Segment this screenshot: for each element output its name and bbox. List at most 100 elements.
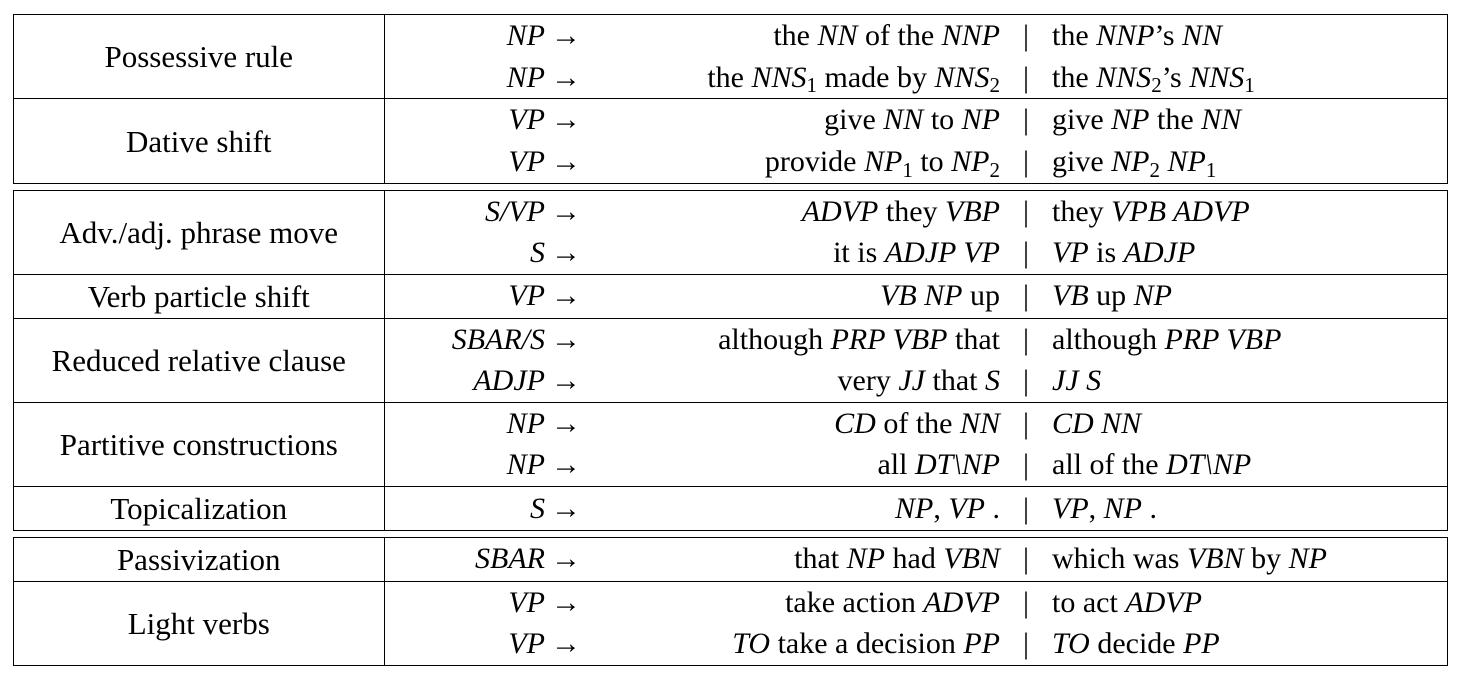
text-fragment: give	[1052, 103, 1112, 137]
math-symbol: PP	[963, 627, 1000, 661]
rule-target: VP, NP .	[1048, 486, 1447, 530]
math-symbol: NNS	[1189, 60, 1245, 94]
text-fragment: that	[925, 364, 985, 398]
right-arrow-icon: →	[551, 322, 581, 356]
text-fragment: to	[923, 103, 962, 137]
math-symbol: VBN	[943, 542, 1000, 576]
math-symbol: NP	[895, 491, 934, 525]
lhs-symbol: NP	[506, 60, 545, 94]
right-arrow-icon: →	[551, 18, 581, 52]
text-fragment: to	[912, 145, 952, 179]
lhs-symbol: VP	[508, 627, 545, 661]
text-fragment: which was	[1052, 542, 1187, 576]
text-fragment: give	[1052, 145, 1112, 179]
rule-target: although PRP VBP	[1048, 317, 1447, 361]
text-fragment: that	[794, 542, 847, 576]
rule-separator: |	[1022, 627, 1029, 661]
subscript: 1	[1244, 73, 1255, 98]
rule-target: TO decide PP	[1048, 624, 1447, 665]
transformation-name: Partitive constructions	[14, 401, 385, 487]
subscript: 1	[1205, 158, 1217, 183]
rule-lhs: ADJP →	[384, 360, 589, 402]
rules-table: Possessive rule NP → the NN of the NNP | the …	[14, 15, 1447, 183]
rule-target: the NNP’s NN	[1048, 15, 1447, 57]
right-arrow-icon: →	[551, 491, 581, 525]
text-fragment: although	[718, 322, 831, 356]
math-symbol: NP	[951, 145, 990, 179]
lhs-symbol: VP	[508, 279, 545, 313]
math-symbol: NP	[1103, 491, 1142, 525]
math-symbol: ADJP	[1123, 236, 1196, 270]
rule-separator: |	[1004, 401, 1048, 445]
lhs-symbol: ADJP	[473, 364, 545, 398]
math-symbol: ADVP	[801, 194, 879, 228]
table-row: Verb particle shift VP → VB NP up | VB up NP	[14, 273, 1447, 319]
text-fragment: take action	[785, 585, 924, 619]
rule-table-block-1: Possessive rule NP → the NN of the NNP | the …	[13, 14, 1448, 184]
rule-separator: |	[1022, 145, 1029, 179]
math-symbol: VPB ADVP	[1111, 194, 1250, 228]
text-fragment: up	[1088, 279, 1134, 313]
transformation-name: Reduced relative clause	[14, 317, 385, 403]
math-symbol: VBN	[1186, 542, 1244, 576]
table-row: Possessive rule NP → the NN of the NNP | the …	[14, 15, 1447, 99]
rule-lhs: SBAR →	[384, 538, 589, 581]
rule-source: all DT\NP	[589, 444, 1004, 486]
rule-target: VP is ADJP	[1048, 232, 1447, 274]
rule-separator: |	[1022, 60, 1029, 94]
math-symbol: VB	[1052, 279, 1089, 313]
text-fragment: that	[947, 322, 1000, 356]
text-fragment: ’s	[1161, 60, 1190, 94]
math-symbol: ADVP	[1125, 585, 1202, 619]
subscript: 2	[1149, 158, 1161, 183]
right-arrow-icon: →	[551, 364, 581, 398]
text-fragment: the	[1052, 18, 1097, 52]
rule-separator: |	[1022, 542, 1029, 576]
text-fragment: to act	[1052, 585, 1126, 619]
rule-table-block-2: Adv./adj. phrase move S/VP → ADVP they VBP |…	[13, 190, 1448, 531]
text-fragment	[1160, 145, 1168, 178]
right-arrow-icon: →	[551, 406, 581, 440]
table-row: Partitive constructions NP → CD of the NN | C…	[14, 401, 1447, 487]
table-row: Light verbs VP → take action ADVP | to act AD…	[14, 580, 1447, 665]
math-symbol: NP	[1133, 279, 1172, 313]
transformation-name: Topicalization	[14, 486, 385, 530]
rule-source: very JJ that S	[589, 360, 1004, 402]
table-row: Topicalization S → NP, VP . | VP, NP .	[14, 486, 1447, 530]
rule-lhs: S →	[384, 486, 589, 530]
rule-lhs: NP →	[384, 401, 589, 445]
math-symbol: VP	[1052, 491, 1089, 525]
table-row: Adv./adj. phrase move S/VP → ADVP they VBP |…	[14, 191, 1447, 275]
math-symbol: NP	[863, 145, 903, 179]
transformation-name: Verb particle shift	[14, 273, 385, 319]
rule-separator: |	[1004, 486, 1048, 530]
text-fragment: .	[985, 491, 1001, 525]
lhs-symbol: SBAR	[475, 542, 545, 576]
math-symbol: NP	[961, 103, 1000, 137]
transformation-name: Passivization	[14, 538, 385, 582]
math-symbol: JJ	[898, 364, 925, 398]
text-fragment: up	[962, 279, 1000, 313]
right-arrow-icon: →	[551, 194, 581, 228]
table-row: NP → all DT\NP | all of the DT\NP	[14, 444, 1447, 486]
math-symbol: NP	[1288, 542, 1327, 576]
math-symbol: DT\NP	[914, 448, 1000, 482]
rule-source: ADVP they VBP	[589, 191, 1004, 232]
lhs-symbol: NP	[506, 448, 545, 482]
text-fragment: the	[1149, 103, 1202, 137]
math-symbol: DT\NP	[1166, 448, 1252, 482]
text-fragment: is	[1088, 236, 1124, 270]
right-arrow-icon: →	[551, 279, 581, 313]
rule-lhs: S/VP →	[384, 191, 589, 232]
rule-source: TO take a decision PP	[589, 624, 1004, 665]
rule-target: give NP the NN	[1048, 98, 1447, 142]
rule-lhs: S →	[384, 232, 589, 274]
rule-target: JJ S	[1048, 360, 1447, 402]
rule-lhs: VP →	[384, 624, 589, 665]
subscript: 1	[902, 158, 913, 183]
lhs-symbol: S	[530, 491, 545, 525]
rule-lhs: VP →	[384, 273, 589, 319]
text-fragment: ,	[1088, 491, 1104, 525]
lhs-symbol: VP	[508, 585, 545, 619]
rule-target: VB up NP	[1048, 273, 1447, 319]
